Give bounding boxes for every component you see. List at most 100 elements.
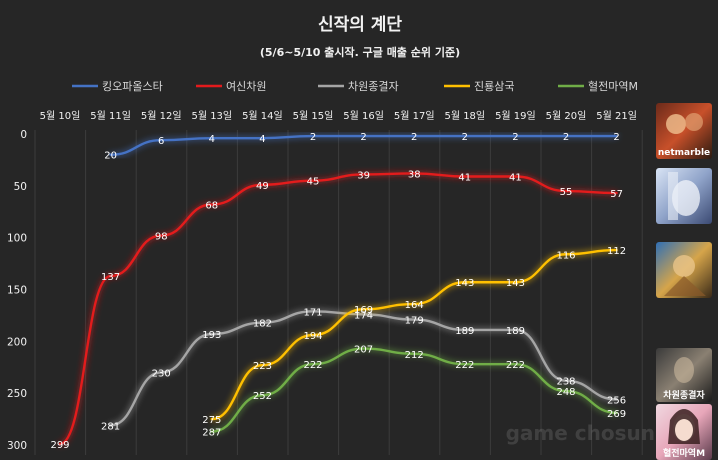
- data-label: 116: [556, 250, 575, 261]
- data-label: 182: [253, 319, 272, 330]
- data-label: 143: [455, 278, 474, 289]
- data-label: 248: [556, 387, 575, 398]
- data-label: 212: [405, 350, 424, 361]
- data-label: 2: [512, 132, 518, 143]
- data-label: 238: [556, 377, 575, 388]
- chart-subtitle: (5/6~5/10 출시작. 구글 매출 순위 기준): [260, 45, 460, 59]
- data-label: 164: [405, 300, 424, 311]
- goddess-dimension-thumbnail: [656, 168, 712, 224]
- data-label: 4: [259, 134, 265, 145]
- data-label: 4: [209, 134, 215, 145]
- x-tick-label: 5월 18일: [444, 110, 485, 122]
- data-label: 222: [506, 360, 525, 371]
- series-line: [58, 172, 618, 446]
- legend-entry: 여신차원: [226, 80, 266, 93]
- x-tick-label: 5월 16일: [343, 110, 384, 122]
- jinryong-samguk-thumbnail: [656, 242, 712, 298]
- x-tick-label: 5월 20일: [546, 110, 587, 122]
- side-thumbnails: netmarble 차원종결자 혈전마역M: [656, 103, 712, 460]
- data-label: 2: [411, 132, 417, 143]
- data-label: 299: [50, 440, 69, 451]
- x-tick-label: 5월 14일: [242, 110, 283, 122]
- data-label: 287: [202, 428, 221, 439]
- y-tick-label: 0: [20, 129, 27, 141]
- data-label: 223: [253, 361, 272, 372]
- data-label: 252: [253, 391, 272, 402]
- x-tick-label: 5월 17일: [394, 110, 435, 122]
- data-label: 2: [462, 132, 468, 143]
- x-tick-label: 5월 12일: [141, 110, 182, 122]
- data-label: 137: [101, 272, 120, 283]
- data-label: 38: [408, 169, 421, 180]
- series-line: [109, 310, 618, 427]
- legend-entry: 차원종결자: [348, 80, 399, 93]
- chart-title: 신작의 계단: [318, 15, 402, 35]
- data-label: 143: [506, 278, 525, 289]
- data-label: 207: [354, 345, 373, 356]
- data-label: 256: [607, 395, 626, 406]
- x-axis-ticks: 5월 10일 5월 11일 5월 12일 5월 13일 5월 14일 5월 15일 5월 1…: [40, 110, 637, 122]
- data-label: 169: [354, 305, 373, 316]
- y-axis-ticks: 0 50 100 150 200 250 300: [7, 129, 27, 452]
- grid: [34, 130, 643, 455]
- thumbnail-caption: netmarble: [658, 148, 710, 158]
- watermark: game chosun: [506, 421, 655, 445]
- thumbnail-caption: 혈전마역M: [663, 447, 705, 459]
- data-label: 6: [158, 136, 164, 147]
- x-tick-label: 5월 21일: [596, 110, 637, 122]
- x-tick-label: 5월 11일: [90, 110, 131, 122]
- y-tick-label: 150: [7, 285, 27, 297]
- x-tick-label: 5월 19일: [495, 110, 536, 122]
- y-tick-label: 200: [7, 336, 27, 348]
- data-label: 98: [155, 232, 168, 243]
- legend: 킹오파올스타 여신차원 차원종결자 진룡삼국 혈전마역M: [72, 79, 638, 93]
- data-label: 41: [458, 173, 471, 184]
- series-line: [210, 248, 618, 421]
- data-label: 2: [563, 132, 569, 143]
- data-label: 49: [256, 181, 269, 192]
- legend-entry: 킹오파올스타: [102, 80, 163, 93]
- data-label: 174: [354, 310, 373, 321]
- data-label: 2: [613, 132, 619, 143]
- series-lines: [58, 134, 618, 446]
- x-tick-label: 5월 13일: [191, 110, 232, 122]
- x-tick-label: 5월 15일: [293, 110, 334, 122]
- x-tick-label: 5월 10일: [40, 110, 81, 122]
- y-tick-label: 250: [7, 388, 27, 400]
- data-label: 275: [202, 415, 221, 426]
- data-label: 189: [506, 326, 525, 337]
- y-tick-label: 50: [14, 181, 27, 193]
- data-label: 230: [152, 368, 171, 379]
- data-label: 45: [307, 177, 320, 188]
- data-label: 179: [405, 316, 424, 327]
- legend-entry: 혈전마역M: [588, 79, 638, 93]
- hyeoljeon-mayeok-thumbnail: 혈전마역M: [656, 404, 712, 460]
- series-line: [109, 134, 618, 156]
- data-label: 57: [610, 189, 623, 200]
- y-tick-label: 300: [7, 440, 27, 452]
- data-label: 55: [560, 187, 573, 198]
- data-label: 269: [607, 409, 626, 420]
- data-label: 281: [101, 421, 120, 432]
- data-label: 20: [104, 151, 117, 162]
- data-label: 41: [509, 173, 522, 184]
- kof-allstar-thumbnail: netmarble: [656, 103, 712, 159]
- data-label: 68: [205, 200, 218, 211]
- legend-entry: 진룡삼국: [474, 80, 514, 93]
- series-line: [210, 347, 618, 433]
- data-label: 222: [455, 360, 474, 371]
- thumbnail-caption: 차원종결자: [663, 389, 705, 401]
- data-label: 194: [303, 331, 322, 342]
- data-label: 222: [303, 360, 322, 371]
- data-label: 2: [310, 132, 316, 143]
- y-tick-label: 100: [7, 233, 27, 245]
- data-label: 189: [455, 326, 474, 337]
- data-label: 193: [202, 330, 221, 341]
- data-label: 2: [360, 132, 366, 143]
- data-label: 39: [357, 170, 370, 181]
- data-label: 112: [607, 246, 626, 257]
- dimension-terminator-thumbnail: 차원종결자: [656, 348, 712, 402]
- data-label: 171: [303, 307, 322, 318]
